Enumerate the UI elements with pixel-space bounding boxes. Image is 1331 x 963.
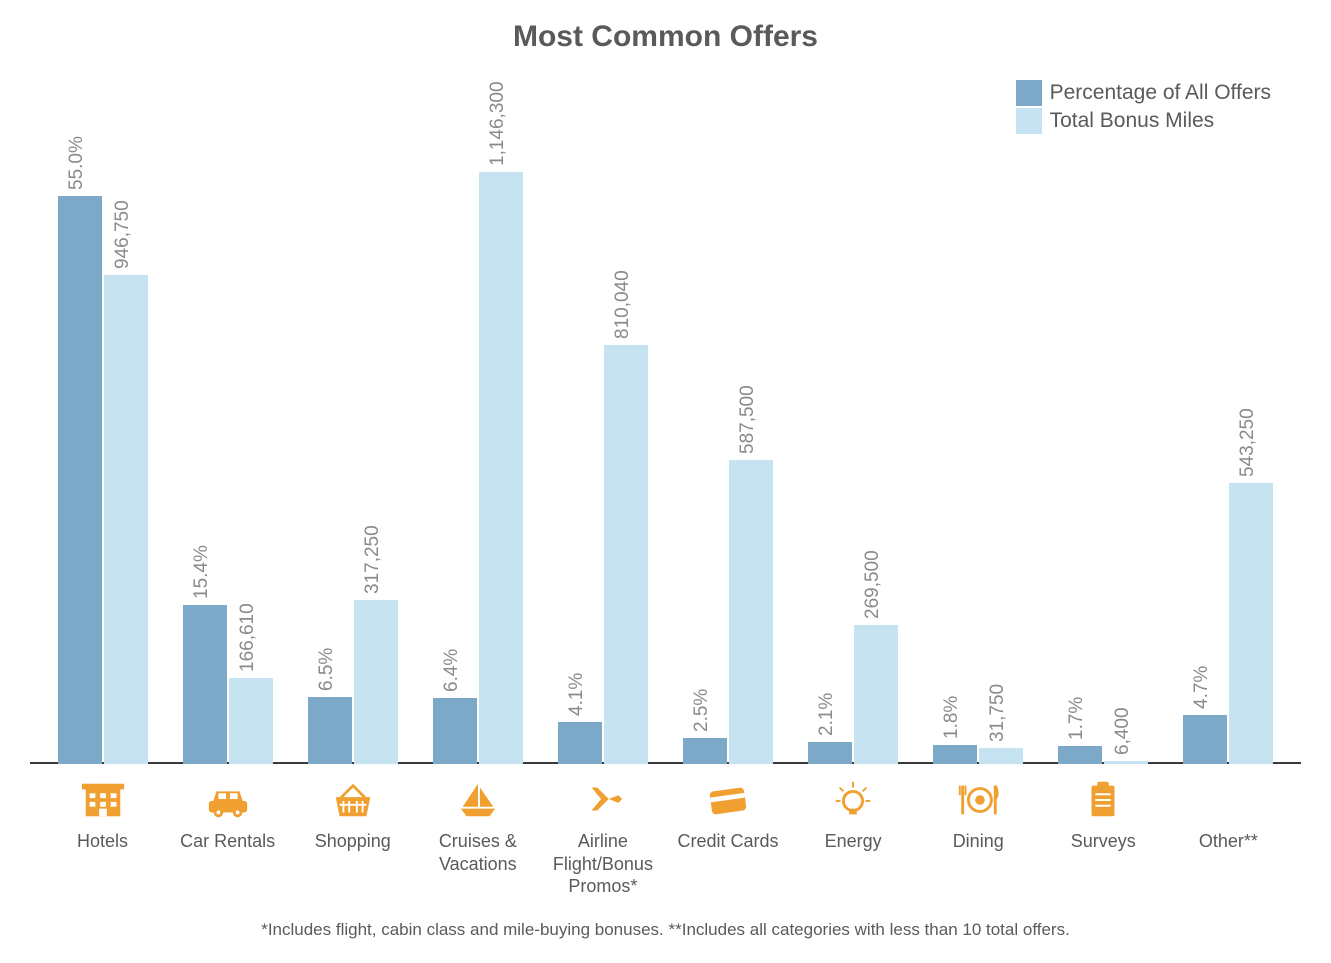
bar-group: 1.7%6,400 [1041, 144, 1166, 764]
bar-miles: 269,500 [854, 625, 898, 764]
bar-value-percentage: 15.4% [191, 545, 213, 599]
sail-icon [453, 778, 503, 822]
bar-group: 2.5%587,500 [665, 144, 790, 764]
axis-category: Energy [791, 778, 916, 898]
bar-percentage: 6.5% [308, 697, 352, 764]
bar-miles: 31,750 [979, 748, 1023, 764]
bar-miles: 6,400 [1104, 761, 1148, 764]
bar-percentage: 55.0% [58, 196, 102, 764]
legend-label-miles: Total Bonus Miles [1050, 109, 1215, 133]
category-label: Cruises & Vacations [418, 830, 538, 875]
clipboard-icon [1078, 778, 1128, 822]
bar-miles: 1,146,300 [479, 172, 523, 764]
plane-icon [578, 778, 628, 822]
category-label: Credit Cards [678, 830, 779, 853]
category-label: Other** [1199, 830, 1258, 853]
bar-value-miles: 1,146,300 [487, 81, 509, 166]
bar-value-percentage: 1.7% [1066, 697, 1088, 740]
bar-value-miles: 6,400 [1112, 707, 1134, 755]
bar-percentage: 2.5% [683, 738, 727, 764]
bar-value-miles: 543,250 [1237, 409, 1259, 478]
legend-item-miles: Total Bonus Miles [1016, 108, 1215, 134]
chart-container: Most Common Offers Percentage of All Off… [30, 20, 1301, 940]
axis-category: Shopping [290, 778, 415, 898]
bar-group: 4.7%543,250 [1166, 144, 1291, 764]
bar-value-miles: 166,610 [237, 603, 259, 672]
axis-category: Car Rentals [165, 778, 290, 898]
legend: Percentage of All Offers Total Bonus Mil… [1016, 80, 1271, 134]
card-icon [703, 778, 753, 822]
bar-value-percentage: 1.8% [941, 696, 963, 739]
bar-value-miles: 810,040 [612, 271, 634, 340]
plot-area: 55.0%946,75015.4%166,6106.5%317,2506.4%1… [30, 144, 1301, 764]
basket-icon [328, 778, 378, 822]
category-label: Energy [825, 830, 882, 853]
bar-percentage: 1.7% [1058, 746, 1102, 764]
bar-value-percentage: 6.4% [441, 649, 463, 692]
axis-category: Hotels [40, 778, 165, 898]
bar-value-percentage: 6.5% [316, 648, 338, 691]
bar-group: 55.0%946,750 [40, 144, 165, 764]
hotel-icon [78, 778, 128, 822]
bar-percentage: 6.4% [433, 698, 477, 764]
bar-percentage: 2.1% [808, 742, 852, 764]
bar-percentage: 4.1% [558, 722, 602, 764]
bar-miles: 946,750 [104, 275, 148, 764]
bar-value-miles: 269,500 [862, 550, 884, 619]
bar-group: 15.4%166,610 [165, 144, 290, 764]
bar-miles: 810,040 [604, 345, 648, 764]
category-label: Car Rentals [180, 830, 275, 853]
bar-miles: 166,610 [229, 678, 273, 764]
x-axis-labels: Hotels Car Rentals Shopping Cruises & Vacat… [30, 764, 1301, 898]
bar-percentage: 4.7% [1183, 715, 1227, 764]
bar-percentage: 1.8% [933, 745, 977, 764]
bar-value-miles: 587,500 [737, 386, 759, 455]
bar-miles: 543,250 [1229, 483, 1273, 764]
legend-swatch-percentage [1016, 80, 1042, 106]
bar-group: 6.4%1,146,300 [415, 144, 540, 764]
category-label: Dining [953, 830, 1004, 853]
category-label: Airline Flight/Bonus Promos* [543, 830, 663, 898]
bar-value-miles: 31,750 [987, 683, 1009, 741]
bar-group: 6.5%317,250 [290, 144, 415, 764]
bar-value-percentage: 2.5% [691, 689, 713, 732]
bar-value-percentage: 2.1% [816, 693, 838, 736]
legend-label-percentage: Percentage of All Offers [1050, 81, 1271, 105]
footnote: *Includes flight, cabin class and mile-b… [30, 920, 1301, 940]
car-icon [203, 778, 253, 822]
bar-group: 2.1%269,500 [791, 144, 916, 764]
bar-value-percentage: 4.7% [1191, 666, 1213, 709]
legend-item-percentage: Percentage of All Offers [1016, 80, 1271, 106]
category-label: Shopping [315, 830, 391, 853]
axis-category: Other** [1166, 778, 1291, 898]
axis-category: Cruises & Vacations [415, 778, 540, 898]
bar-group: 1.8%31,750 [916, 144, 1041, 764]
bar-value-percentage: 4.1% [566, 672, 588, 715]
chart-title: Most Common Offers [30, 20, 1301, 54]
category-label: Surveys [1071, 830, 1136, 853]
axis-category: Surveys [1041, 778, 1166, 898]
dining-icon [953, 778, 1003, 822]
axis-category: Dining [916, 778, 1041, 898]
category-label: Hotels [77, 830, 128, 853]
bar-miles: 317,250 [354, 600, 398, 764]
axis-category: Airline Flight/Bonus Promos* [540, 778, 665, 898]
bulb-icon [828, 778, 878, 822]
bar-percentage: 15.4% [183, 605, 227, 764]
bar-group: 4.1%810,040 [540, 144, 665, 764]
bar-miles: 587,500 [729, 460, 773, 764]
bar-value-percentage: 55.0% [66, 136, 88, 190]
bar-value-miles: 946,750 [112, 200, 134, 269]
legend-swatch-miles [1016, 108, 1042, 134]
axis-category: Credit Cards [665, 778, 790, 898]
bar-value-miles: 317,250 [362, 525, 384, 594]
